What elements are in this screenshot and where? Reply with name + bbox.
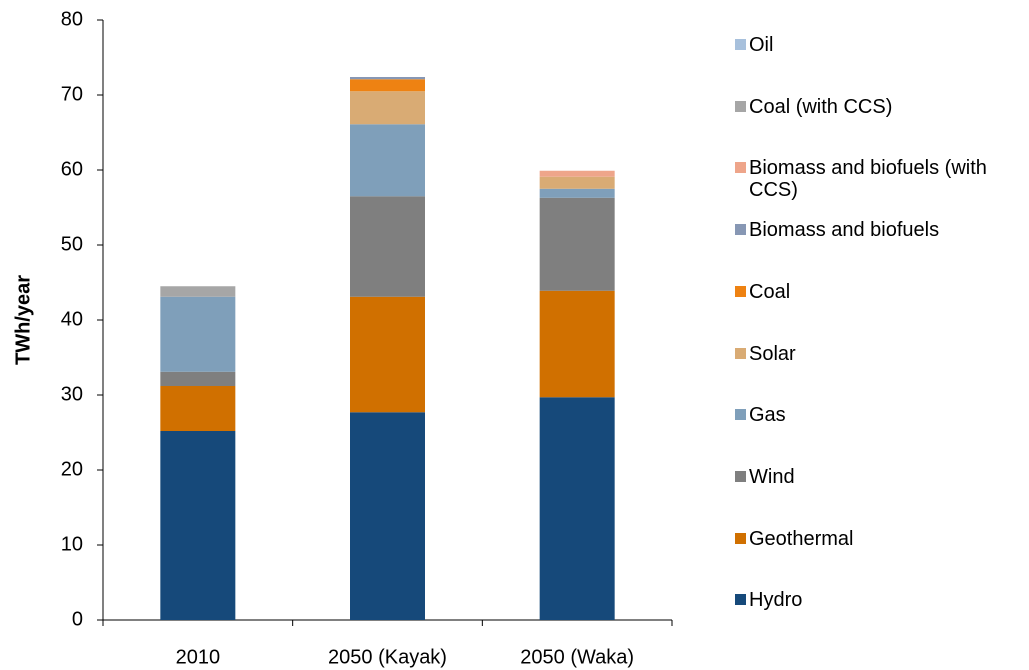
legend-swatch bbox=[735, 470, 746, 482]
x-tick-label: 2010 bbox=[176, 646, 221, 668]
x-tick-label: 2050 (Waka) bbox=[520, 646, 634, 668]
bar-segment bbox=[350, 196, 425, 297]
legend-swatch bbox=[735, 409, 746, 421]
bar-segment bbox=[350, 412, 425, 620]
y-tick-label: 10 bbox=[61, 533, 83, 555]
legend-item: Wind bbox=[735, 466, 1025, 488]
bar-segment bbox=[160, 431, 236, 620]
bar-segment bbox=[539, 188, 615, 198]
bar-segment bbox=[160, 296, 236, 372]
x-tick-label: 2050 (Kayak) bbox=[328, 646, 447, 668]
y-tick-label: 50 bbox=[61, 233, 83, 255]
legend-swatch bbox=[735, 594, 746, 606]
y-tick-label: 20 bbox=[61, 458, 83, 480]
legend-item: Biomass and biofuels bbox=[735, 219, 1025, 241]
bar-segment bbox=[539, 197, 615, 291]
bar-segment bbox=[160, 286, 236, 297]
legend-label: Biomass and biofuels (with CCS) bbox=[749, 157, 987, 202]
legend-swatch bbox=[735, 285, 746, 297]
bar-segment bbox=[350, 124, 425, 197]
bar-segment bbox=[350, 91, 425, 125]
legend-item: Gas bbox=[735, 404, 1025, 426]
legend-swatch bbox=[735, 39, 746, 50]
legend-label: Wind bbox=[749, 465, 795, 488]
legend-item: Biomass and biofuels (with CCS) bbox=[735, 157, 1025, 201]
legend-item: Oil bbox=[735, 34, 1025, 56]
bar-segment bbox=[539, 290, 615, 398]
bar-segment bbox=[350, 296, 425, 413]
legend-label: Biomass and biofuels bbox=[749, 219, 940, 242]
y-tick-label: 40 bbox=[61, 308, 83, 330]
legend-label: Coal bbox=[749, 280, 791, 303]
bar-segment bbox=[350, 79, 425, 92]
legend-item: Solar bbox=[735, 343, 1025, 365]
bar-segment bbox=[160, 386, 236, 431]
y-tick-label: 0 bbox=[72, 608, 83, 630]
bar-segment bbox=[539, 170, 615, 177]
legend-item: Coal bbox=[735, 281, 1025, 303]
legend-label: Solar bbox=[749, 342, 796, 365]
legend-item: Geothermal bbox=[735, 528, 1025, 550]
legend-item: Coal (with CCS) bbox=[735, 96, 1025, 118]
y-tick-label: 30 bbox=[61, 383, 83, 405]
bar-segment bbox=[539, 176, 615, 189]
legend-label: Geothermal bbox=[749, 527, 854, 550]
bar-segment bbox=[350, 77, 425, 80]
legend-label: Gas bbox=[749, 404, 786, 427]
y-tick-label: 70 bbox=[61, 83, 83, 105]
legend-label: Coal (with CCS) bbox=[749, 95, 893, 118]
legend-label: Oil bbox=[749, 34, 774, 56]
legend-swatch bbox=[735, 162, 746, 174]
legend-swatch bbox=[735, 347, 746, 359]
legend-item: Hydro bbox=[735, 589, 1025, 611]
bar-segment bbox=[539, 397, 615, 620]
legend-label: Hydro bbox=[749, 589, 803, 612]
legend-swatch bbox=[735, 532, 746, 544]
y-tick-label: 60 bbox=[61, 158, 83, 180]
bar-segment bbox=[160, 371, 236, 386]
legend-swatch bbox=[735, 224, 746, 236]
y-axis-label: TWh/year bbox=[12, 275, 34, 365]
legend-swatch bbox=[735, 100, 746, 112]
y-tick-label: 80 bbox=[61, 8, 83, 30]
